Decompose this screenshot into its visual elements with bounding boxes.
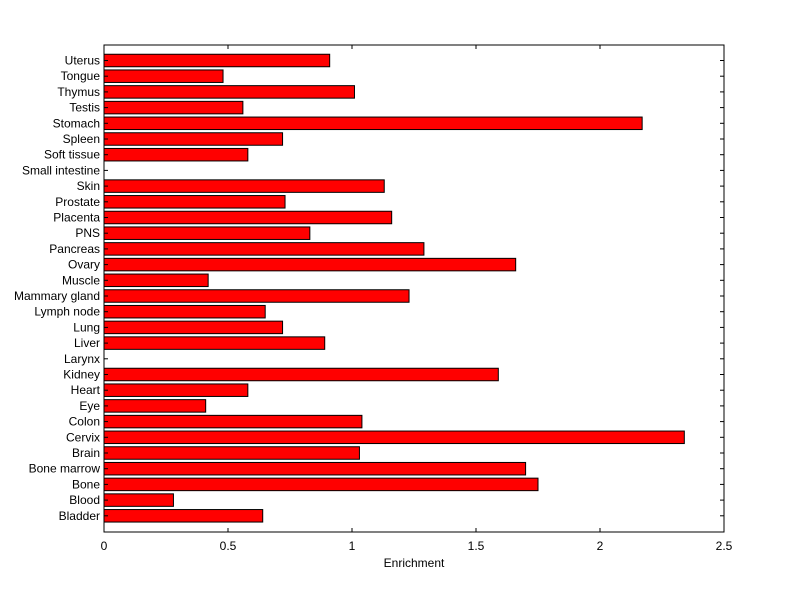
- y-tick-label: Brain: [72, 446, 100, 460]
- y-tick-label: Thymus: [57, 85, 100, 99]
- bar-testis: [103, 100, 244, 115]
- y-tick-label: Kidney: [63, 368, 100, 382]
- bar-muscle: [103, 273, 209, 288]
- y-tick-label: Blood: [69, 493, 100, 507]
- bar-lymph-node: [103, 304, 266, 319]
- y-tick-label: Muscle: [62, 273, 100, 287]
- y-tick-label: Heart: [71, 383, 101, 397]
- bar-colon: [103, 414, 363, 429]
- bar-blood: [103, 493, 174, 507]
- bar-prostate: [103, 195, 286, 209]
- bar-ovary: [103, 257, 517, 272]
- bar-bone-marrow: [103, 461, 527, 476]
- bar-eye: [103, 399, 207, 413]
- bar-bone: [103, 477, 539, 492]
- bar-placenta: [103, 210, 393, 225]
- y-tick-label: Small intestine: [22, 163, 100, 177]
- y-tick-label: PNS: [75, 226, 100, 240]
- y-tick-label: Tongue: [61, 69, 101, 83]
- y-tick-label: Soft tissue: [44, 148, 100, 162]
- y-tick-label: Testis: [69, 101, 100, 115]
- bar-stomach: [103, 116, 643, 131]
- y-tick-label: Eye: [79, 399, 100, 413]
- bar-uterus: [103, 53, 331, 68]
- y-tick-label: Lung: [73, 320, 100, 334]
- y-tick-label: Colon: [69, 415, 100, 429]
- y-tick-label: Spleen: [63, 132, 100, 146]
- y-tick-label: Cervix: [66, 430, 100, 444]
- bar-spleen: [103, 132, 284, 146]
- bar-kidney: [103, 367, 499, 382]
- y-tick-label: Uterus: [65, 54, 100, 68]
- y-tick-label: Bone: [72, 477, 100, 491]
- bar-skin: [103, 179, 385, 193]
- bar-thymus: [103, 85, 355, 99]
- y-tick-label: Placenta: [53, 211, 100, 225]
- bar-pns: [103, 226, 311, 240]
- y-tick-label: Prostate: [55, 195, 100, 209]
- y-tick-label: Lymph node: [34, 305, 100, 319]
- plot-frame: [103, 44, 725, 533]
- y-tick-label: Ovary: [68, 258, 100, 272]
- y-tick-label: Bladder: [59, 509, 100, 523]
- y-tick-label: Stomach: [53, 116, 100, 130]
- y-tick-label: Bone marrow: [29, 462, 101, 476]
- bar-pancreas: [103, 242, 425, 256]
- y-tick-label: Pancreas: [49, 242, 100, 256]
- bar-mammary-gland: [103, 289, 410, 303]
- bar-soft-tissue: [103, 147, 249, 162]
- y-tick-label: Mammary gland: [14, 289, 100, 303]
- x-tick-label: 1.5: [468, 539, 485, 553]
- y-tick-label: Liver: [74, 336, 100, 350]
- bar-tongue: [103, 69, 224, 83]
- x-tick-label: 1: [349, 539, 356, 553]
- bar-cervix: [103, 430, 685, 445]
- bar-liver: [103, 336, 326, 350]
- x-tick-label: 0: [101, 539, 108, 553]
- bar-heart: [103, 383, 249, 397]
- y-tick-label: Skin: [77, 179, 100, 193]
- bar-bladder: [103, 509, 264, 523]
- x-tick-label: 0.5: [220, 539, 237, 553]
- x-axis-label: Enrichment: [384, 556, 445, 570]
- bar-brain: [103, 446, 360, 460]
- x-tick-label: 2.5: [716, 539, 733, 553]
- y-tick-label: Larynx: [64, 352, 100, 366]
- x-tick-label: 2: [597, 539, 604, 553]
- bar-lung: [103, 320, 284, 335]
